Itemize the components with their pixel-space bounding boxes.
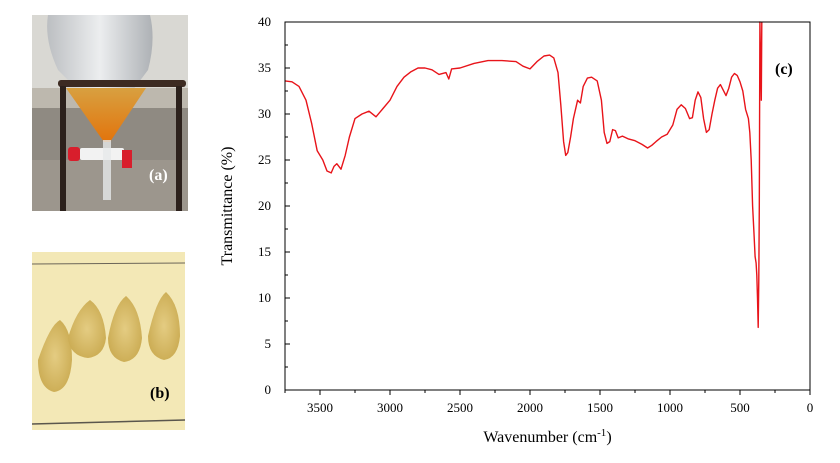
ftir-spectrum-line bbox=[284, 21, 763, 329]
y-tick-label: 25 bbox=[258, 152, 271, 167]
y-axis-ticks: 0 5 10 15 20 25 30 35 40 bbox=[258, 14, 290, 397]
y-tick-label: 5 bbox=[265, 336, 272, 351]
x-tick-label: 1000 bbox=[657, 400, 683, 415]
photo-a-ring-stand-bar bbox=[58, 80, 186, 87]
photo-a-separatory-funnel: (a) bbox=[32, 15, 188, 211]
y-tick-label: 0 bbox=[265, 382, 272, 397]
panel-label-b: (b) bbox=[150, 385, 170, 402]
photo-a-ring-stand-leg-right bbox=[176, 86, 182, 211]
x-tick-label: 3000 bbox=[377, 400, 403, 415]
x-tick-label: 2500 bbox=[447, 400, 473, 415]
x-tick-label: 500 bbox=[730, 400, 750, 415]
panel-label-a: (a) bbox=[149, 167, 168, 184]
photo-b-spot-1 bbox=[38, 320, 72, 392]
photo-a-stem bbox=[103, 140, 111, 200]
x-axis-ticks: 3500 3000 2500 2000 1500 1000 500 0 bbox=[284, 390, 814, 415]
ftir-chart: 0 5 10 15 20 25 30 35 40 3500 3000 2500 2000 1500 100… bbox=[219, 14, 813, 446]
y-tick-label: 35 bbox=[258, 60, 271, 75]
x-axis-title: Wavenumber (cm-1) bbox=[483, 427, 611, 446]
y-axis-title: Transmittance (%) bbox=[219, 147, 236, 266]
photo-a-stopcock bbox=[80, 148, 124, 160]
x-axis-title-end: ) bbox=[606, 429, 611, 446]
y-tick-label: 40 bbox=[258, 14, 271, 29]
photo-b-tlc-plate: (b) bbox=[31, 252, 186, 430]
photo-b-spot-4 bbox=[148, 292, 180, 360]
photo-a-funnel-liquid bbox=[66, 88, 146, 142]
plot-frame bbox=[284, 21, 811, 391]
x-tick-label: 0 bbox=[807, 400, 814, 415]
photo-a-stopcock-handle bbox=[122, 150, 132, 168]
panel-label-c: (c) bbox=[775, 61, 793, 78]
photo-b-baseline bbox=[31, 419, 186, 425]
photo-a-ring-stand-leg-left bbox=[60, 86, 66, 211]
x-axis-title-main: Wavenumber (cm bbox=[483, 429, 597, 446]
photo-b-spot-3 bbox=[108, 296, 142, 362]
y-tick-label: 30 bbox=[258, 106, 271, 121]
x-tick-label: 3500 bbox=[307, 400, 333, 415]
photo-b-spot-2 bbox=[68, 300, 106, 358]
x-tick-label: 2000 bbox=[517, 400, 543, 415]
y-tick-label: 10 bbox=[258, 290, 271, 305]
y-tick-label: 15 bbox=[258, 244, 271, 259]
photo-b-solvent-front-line bbox=[31, 262, 186, 265]
y-tick-label: 20 bbox=[258, 198, 271, 213]
photo-a-stopcock-cap bbox=[68, 147, 80, 161]
x-tick-label: 1500 bbox=[587, 400, 613, 415]
x-axis-title-superscript: -1 bbox=[597, 427, 606, 439]
